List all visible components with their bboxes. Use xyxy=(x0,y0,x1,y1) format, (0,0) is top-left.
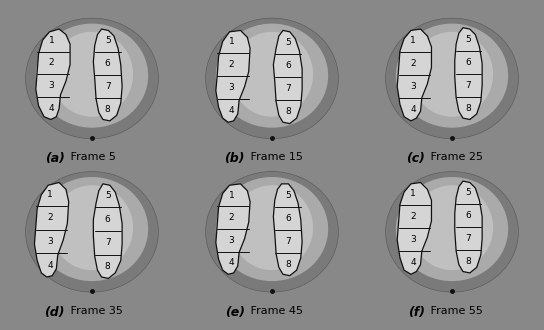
Text: 3: 3 xyxy=(410,82,416,91)
Text: (f): (f) xyxy=(407,306,425,319)
Text: (d): (d) xyxy=(44,306,65,319)
Text: 4: 4 xyxy=(410,258,416,267)
Text: 5: 5 xyxy=(285,191,290,200)
Text: Frame 15: Frame 15 xyxy=(248,152,303,162)
Text: 7: 7 xyxy=(285,84,290,93)
Text: 5: 5 xyxy=(105,36,110,45)
Text: 4: 4 xyxy=(49,104,54,113)
Ellipse shape xyxy=(231,32,313,117)
Polygon shape xyxy=(94,29,122,121)
Text: Frame 55: Frame 55 xyxy=(428,306,483,316)
Polygon shape xyxy=(397,29,431,121)
Text: Frame 45: Frame 45 xyxy=(248,306,304,316)
Ellipse shape xyxy=(36,24,148,128)
Text: Frame 35: Frame 35 xyxy=(67,306,123,316)
Text: (c): (c) xyxy=(406,152,425,165)
Text: 5: 5 xyxy=(285,38,290,47)
Ellipse shape xyxy=(26,172,158,292)
Ellipse shape xyxy=(396,24,508,128)
Text: 8: 8 xyxy=(105,105,110,114)
Text: 2: 2 xyxy=(49,58,54,67)
Text: 1: 1 xyxy=(228,191,234,200)
Text: Frame 5: Frame 5 xyxy=(67,152,116,162)
Text: 1: 1 xyxy=(410,189,416,198)
Text: 5: 5 xyxy=(466,188,471,197)
Text: 6: 6 xyxy=(466,58,471,67)
Polygon shape xyxy=(274,30,302,124)
Text: 5: 5 xyxy=(466,35,471,44)
Text: 1: 1 xyxy=(49,36,54,45)
Ellipse shape xyxy=(206,18,338,139)
Ellipse shape xyxy=(26,18,158,139)
Text: 7: 7 xyxy=(466,234,471,243)
Text: 1: 1 xyxy=(47,190,53,199)
Ellipse shape xyxy=(411,185,493,270)
Text: 2: 2 xyxy=(229,60,234,69)
Text: Frame 25: Frame 25 xyxy=(428,152,484,162)
Text: 1: 1 xyxy=(410,36,416,45)
Ellipse shape xyxy=(216,24,328,128)
Text: 7: 7 xyxy=(105,239,110,248)
Text: 6: 6 xyxy=(466,211,471,220)
Text: (a): (a) xyxy=(45,152,65,165)
Text: 8: 8 xyxy=(285,108,290,116)
Text: 2: 2 xyxy=(410,213,416,221)
Polygon shape xyxy=(216,30,250,122)
Text: 3: 3 xyxy=(47,237,53,246)
Text: 3: 3 xyxy=(49,81,54,90)
Text: 3: 3 xyxy=(228,83,234,92)
Text: 1: 1 xyxy=(228,37,234,47)
Text: 5: 5 xyxy=(105,191,110,200)
Polygon shape xyxy=(216,184,250,274)
Text: 6: 6 xyxy=(105,59,110,68)
Text: 6: 6 xyxy=(105,215,110,224)
Polygon shape xyxy=(36,29,70,119)
Text: (b): (b) xyxy=(224,152,245,165)
Ellipse shape xyxy=(51,185,133,270)
Text: 2: 2 xyxy=(410,59,416,68)
Text: 7: 7 xyxy=(105,82,110,91)
Polygon shape xyxy=(34,182,69,277)
Polygon shape xyxy=(455,181,482,273)
Ellipse shape xyxy=(216,177,328,281)
Text: 4: 4 xyxy=(229,106,234,115)
Text: 4: 4 xyxy=(47,261,53,270)
Ellipse shape xyxy=(386,18,518,139)
Polygon shape xyxy=(274,184,302,276)
Ellipse shape xyxy=(51,32,133,117)
Text: 2: 2 xyxy=(47,214,53,222)
Text: 6: 6 xyxy=(285,61,290,70)
Ellipse shape xyxy=(411,32,493,117)
Text: 7: 7 xyxy=(285,237,290,246)
Ellipse shape xyxy=(206,172,338,292)
Polygon shape xyxy=(397,182,431,274)
Ellipse shape xyxy=(36,177,148,281)
Text: 7: 7 xyxy=(466,81,471,89)
Text: 8: 8 xyxy=(285,260,290,269)
Ellipse shape xyxy=(386,172,518,292)
Text: 8: 8 xyxy=(466,104,471,113)
Text: 3: 3 xyxy=(228,236,234,245)
Text: 6: 6 xyxy=(285,214,290,223)
Text: 3: 3 xyxy=(410,235,416,244)
Ellipse shape xyxy=(231,185,313,270)
Polygon shape xyxy=(455,28,482,119)
Ellipse shape xyxy=(396,177,508,281)
Text: 4: 4 xyxy=(229,258,234,268)
Text: 8: 8 xyxy=(105,262,110,271)
Text: 8: 8 xyxy=(466,257,471,266)
Text: 4: 4 xyxy=(410,105,416,114)
Text: (e): (e) xyxy=(225,306,245,319)
Polygon shape xyxy=(94,184,122,279)
Text: 2: 2 xyxy=(229,213,234,222)
